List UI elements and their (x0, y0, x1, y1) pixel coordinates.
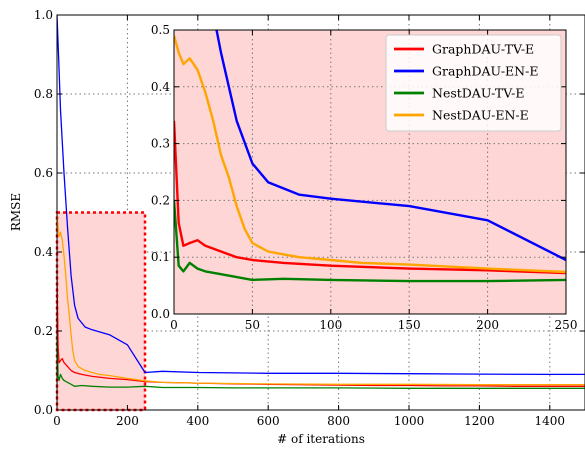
main-y-tick-label: 0.0 (34, 403, 53, 417)
main-y-tick-label: 0.4 (34, 245, 53, 259)
inset-series-graphdau-tv-e (174, 120, 566, 275)
inset-series-graphdau-en-e (215, 30, 566, 262)
inset-y-tick-label: 0.2 (151, 193, 170, 207)
inset-x-tick-label: 250 (555, 318, 578, 332)
main-x-tick-label: 0 (53, 414, 61, 428)
inset-y-tick-label: 0.3 (151, 137, 170, 151)
inset-x-tick-label: 100 (319, 318, 342, 332)
main-series-nestdau-en-e (57, 216, 585, 386)
main-y-tick-label: 0.8 (34, 87, 53, 101)
inset-series-nestdau-tv-e (174, 200, 566, 283)
inset-y-tick-label: 0.1 (151, 250, 170, 264)
main-plot-frame (56, 14, 585, 411)
inset-ticks: 0 50 100 150 200 250 0.0 0.1 0.2 0.3 0.4 0.5 (151, 23, 578, 332)
inset-x-tick-label: 50 (245, 318, 260, 332)
inset-y-tick-label: 0.5 (151, 23, 170, 37)
main-series-nestdau-tv-e (57, 330, 585, 389)
legend-entry: GraphDAU-TV-E (432, 42, 534, 57)
inset-x-tick-label: 200 (476, 318, 499, 332)
legend-entry: GraphDAU-EN-E (432, 64, 538, 79)
main-x-tick-label: 1400 (535, 414, 566, 428)
main-series-graphdau-tv-e (57, 275, 585, 387)
main-y-tick-label: 0.6 (34, 166, 53, 180)
main-x-tick-label: 1200 (464, 414, 495, 428)
main-series-graphdau-en-e (57, 15, 585, 376)
main-x-tick-label: 800 (327, 414, 350, 428)
main-x-tick-label: 1000 (394, 414, 425, 428)
inset-series-lines (174, 30, 566, 283)
inset-plot-frame (173, 29, 567, 315)
main-series-lines (57, 15, 585, 389)
inset-plot: 0 50 100 150 200 250 0.0 0.1 0.2 0.3 0.4 0.5 GraphD… (151, 23, 578, 332)
main-x-tick-label: 400 (186, 414, 209, 428)
inset-y-tick-label: 0.0 (151, 307, 170, 321)
inset-x-tick-label: 0 (170, 318, 178, 332)
main-y-tick-label: 1.0 (34, 8, 53, 22)
legend-entry: NestDAU-TV-E (432, 86, 524, 101)
main-ticks: 0 200 400 600 800 1000 1200 14000.00.20.40.60.8… (34, 8, 585, 428)
main-y-tick-label: 0.2 (34, 324, 53, 338)
main-x-tick-label: 600 (257, 414, 280, 428)
x-axis-label: # of iterations (277, 432, 365, 446)
main-x-tick-label: 200 (116, 414, 139, 428)
y-axis-label: RMSE (9, 193, 23, 231)
legend-entry: NestDAU-EN-E (432, 108, 529, 123)
inset-x-tick-label: 150 (398, 318, 421, 332)
legend-box (385, 34, 562, 132)
inset-y-tick-label: 0.4 (151, 80, 170, 94)
legend: GraphDAU-TV-E GraphDAU-EN-E NestDAU-TV-E Ne… (385, 34, 562, 132)
inset-series-nestdau-en-e (174, 35, 566, 274)
